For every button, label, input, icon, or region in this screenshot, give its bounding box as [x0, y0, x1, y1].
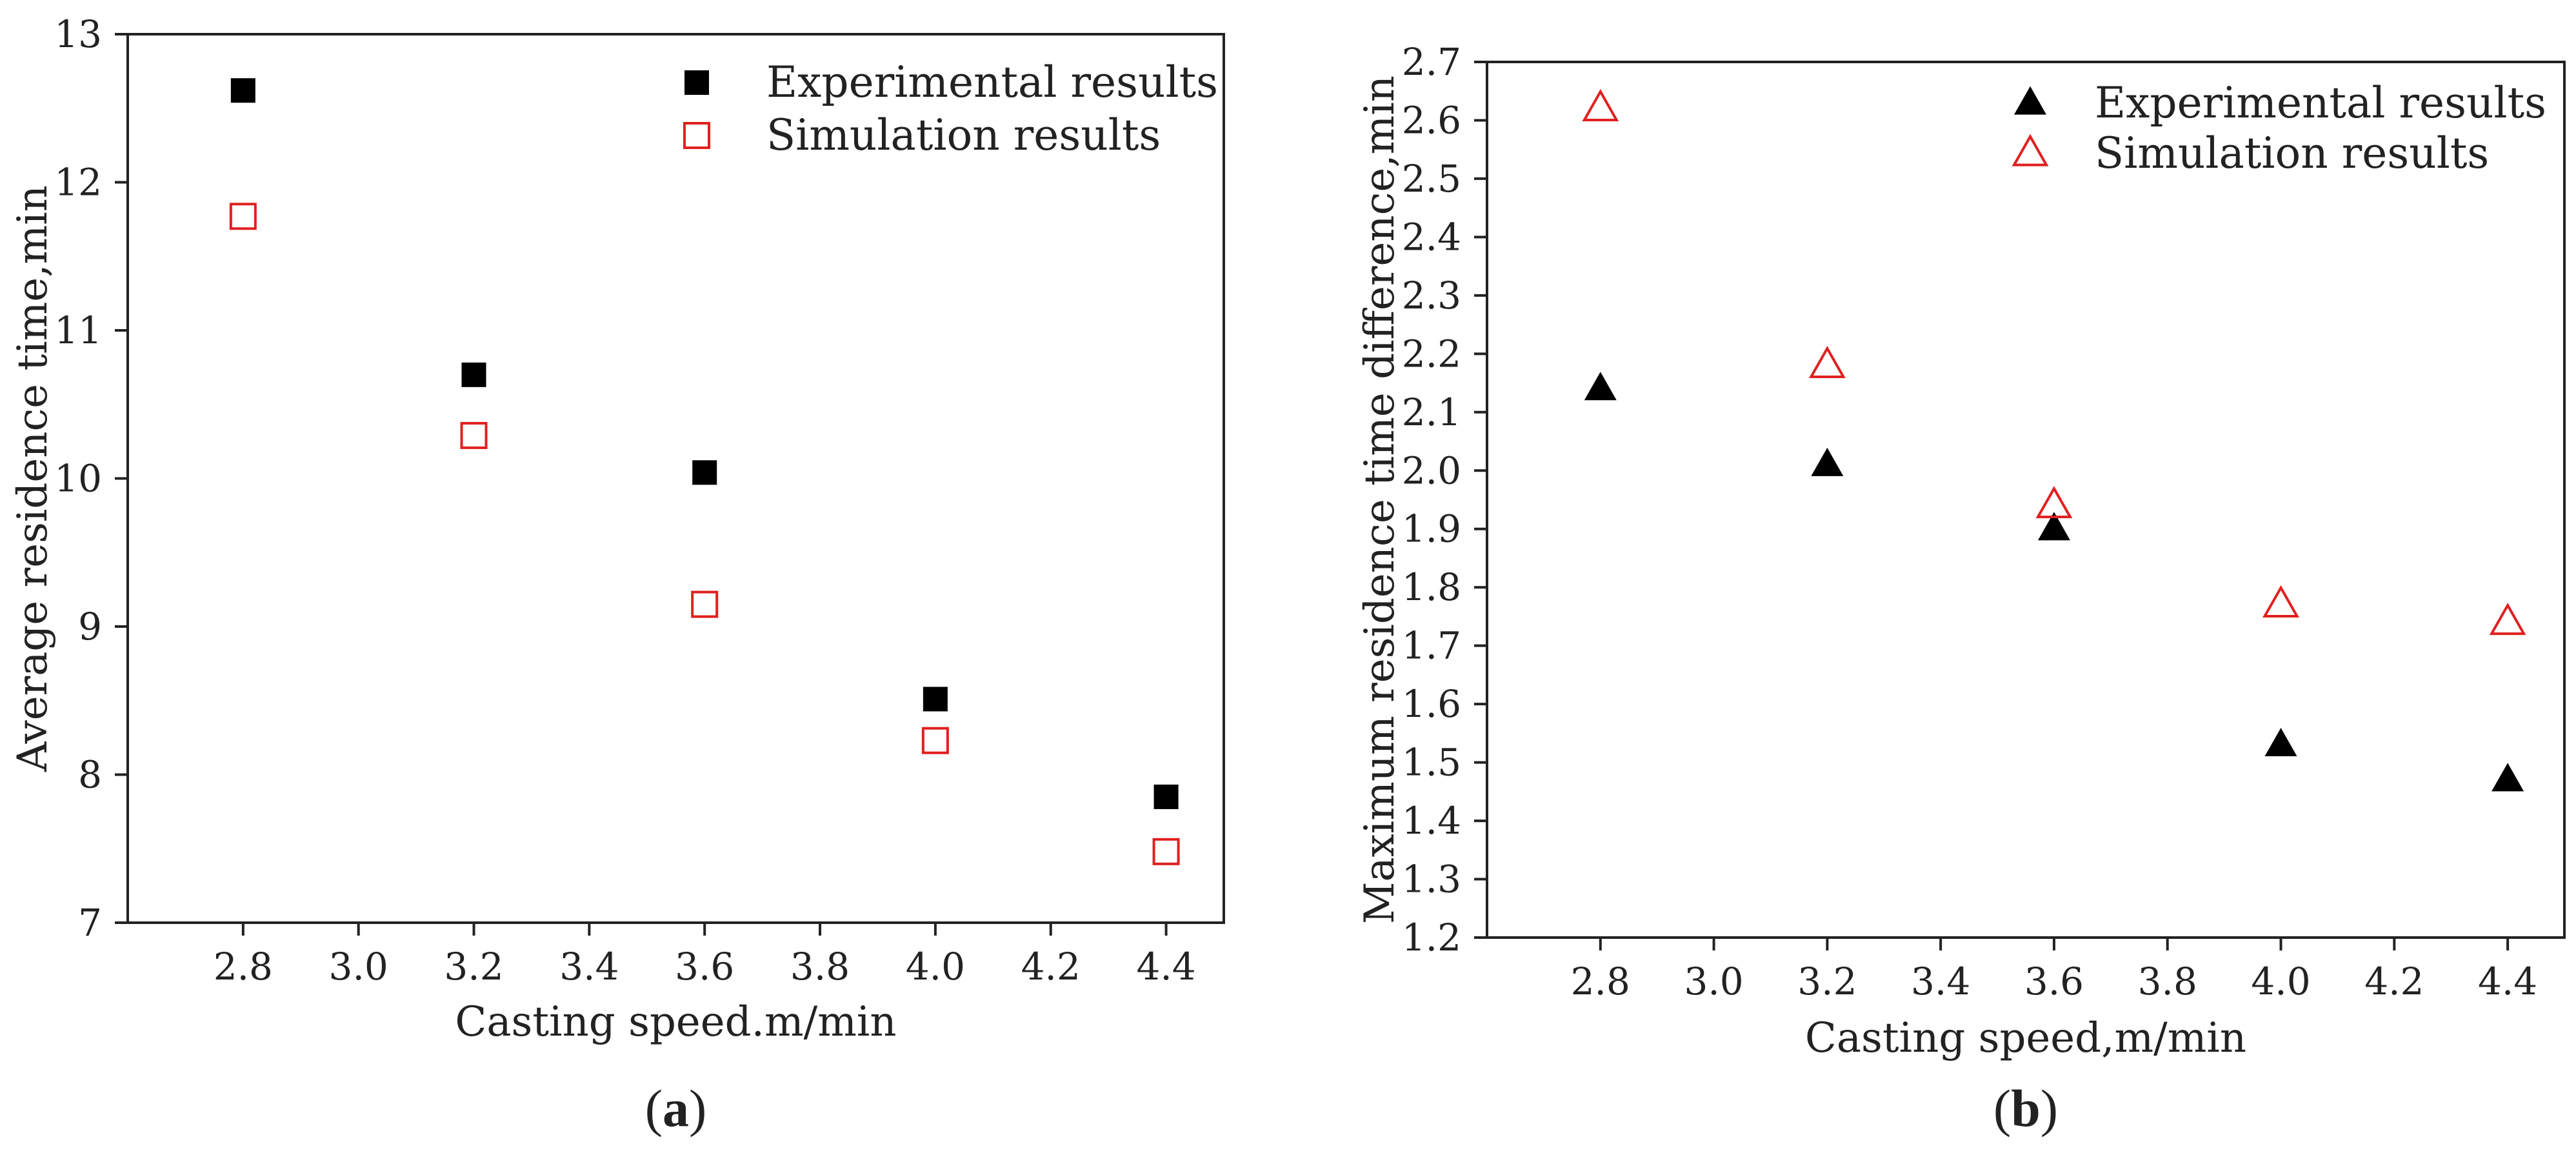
series-simulation	[229, 203, 1180, 865]
x-tick-label: 4.4	[2478, 959, 2537, 1003]
x-tick-label: 4.2	[1021, 945, 1081, 989]
y-tick-label: 12	[54, 161, 102, 205]
y-tick-label: 8	[78, 753, 102, 797]
x-tick-label: 3.2	[1797, 959, 1857, 1003]
y-tick-label: 1.6	[1402, 682, 1461, 726]
data-point	[461, 362, 486, 387]
y-tick-label: 1.9	[1402, 507, 1461, 551]
data-point	[460, 421, 488, 449]
y-tick-label: 2.5	[1402, 157, 1461, 201]
x-axis-title: Casting speed.m/min	[455, 998, 896, 1046]
series-experimental	[1584, 372, 2524, 792]
legend-label: Simulation results	[2095, 128, 2489, 178]
y-tick-label: 2.2	[1402, 332, 1461, 376]
y-tick-label: 2.6	[1402, 98, 1461, 142]
y-tick-label: 2.4	[1402, 215, 1461, 259]
y-tick-label: 1.5	[1402, 741, 1461, 785]
data-point	[229, 203, 257, 230]
plot-frame	[126, 33, 1225, 924]
data-point	[1153, 784, 1179, 809]
legend-marker	[683, 122, 710, 149]
x-tick-label: 4.0	[906, 945, 965, 989]
data-point	[1582, 88, 1619, 121]
x-tick-label: 4.2	[2364, 959, 2424, 1003]
x-tick-label: 3.8	[790, 945, 850, 989]
y-tick-label: 11	[54, 308, 102, 352]
y-tick-label: 7	[78, 901, 102, 945]
legend-marker	[684, 70, 709, 95]
panel-label: (a)	[645, 1079, 707, 1138]
data-point	[923, 687, 948, 712]
x-tick-label: 3.0	[1684, 959, 1743, 1003]
y-tick-label: 10	[54, 457, 102, 501]
legend-label: Simulation results	[766, 110, 1161, 160]
y-tick-label: 1.4	[1402, 799, 1461, 843]
legend-marker	[2012, 134, 2049, 166]
data-point	[2264, 728, 2297, 757]
data-point	[1152, 838, 1180, 865]
data-point	[1811, 447, 1844, 476]
y-axis-title: Maximum residence time difference,min	[1356, 75, 1404, 924]
y-tick-label: 1.3	[1402, 858, 1461, 901]
chart-panel-b: 2.8 3.0 3.2 3.4 3.6 3.8 4.0 4.2 4.4 1.2 1.3 1.4 1.5 1…	[1356, 40, 2566, 1138]
y-tick-label: 13	[54, 12, 102, 56]
legend-label: Experimental results	[2095, 78, 2546, 128]
x-tick-label: 3.6	[2024, 959, 2084, 1003]
series-simulation	[1582, 88, 2526, 636]
x-tick-label: 3.8	[2138, 959, 2197, 1003]
y-tick-label: 2.0	[1402, 448, 1461, 492]
data-point	[692, 460, 717, 485]
y-tick-label: 1.7	[1402, 624, 1461, 668]
data-point	[691, 590, 719, 618]
x-tick-label: 3.2	[444, 945, 503, 989]
data-point	[1808, 345, 1846, 379]
data-point	[230, 78, 255, 103]
y-tick-label: 1.8	[1402, 565, 1461, 609]
panel-label: (b)	[1993, 1079, 2058, 1138]
y-axis-title: Average residence time,min	[9, 185, 57, 772]
x-tick-label: 4.0	[2251, 959, 2310, 1003]
data-point	[921, 727, 949, 754]
x-axis-title: Casting speed,m/min	[1805, 1014, 2246, 1062]
legend-marker	[2014, 86, 2046, 115]
data-point	[2489, 603, 2526, 636]
series-experimental	[230, 78, 1179, 809]
x-tick-label: 3.0	[329, 945, 388, 989]
x-tick-label: 2.8	[214, 945, 273, 989]
data-point	[2262, 585, 2299, 618]
x-tick-label: 2.8	[1571, 959, 1630, 1003]
x-tick-label: 3.6	[675, 945, 734, 989]
y-tick-label: 2.7	[1402, 40, 1461, 84]
data-point	[2491, 763, 2524, 792]
x-tick-label: 3.4	[559, 945, 619, 989]
y-tick-label: 1.2	[1402, 916, 1461, 959]
chart-panel-a: 2.8 3.0 3.2 3.4 3.6 3.8 4.0 4.2 4.4 7 8 9 10 11 12 13 Ca…	[9, 12, 1225, 1138]
data-point	[1584, 372, 1617, 401]
y-tick-label: 2.3	[1402, 274, 1461, 317]
y-tick-label: 2.1	[1402, 390, 1461, 434]
x-tick-label: 3.4	[1911, 959, 1970, 1003]
legend-label: Experimental results	[766, 57, 1218, 107]
data-point	[2035, 486, 2073, 519]
data-point	[2037, 512, 2070, 541]
x-tick-label: 4.4	[1136, 945, 1195, 989]
y-tick-label: 9	[78, 605, 102, 648]
plot-frame	[1486, 61, 2566, 939]
